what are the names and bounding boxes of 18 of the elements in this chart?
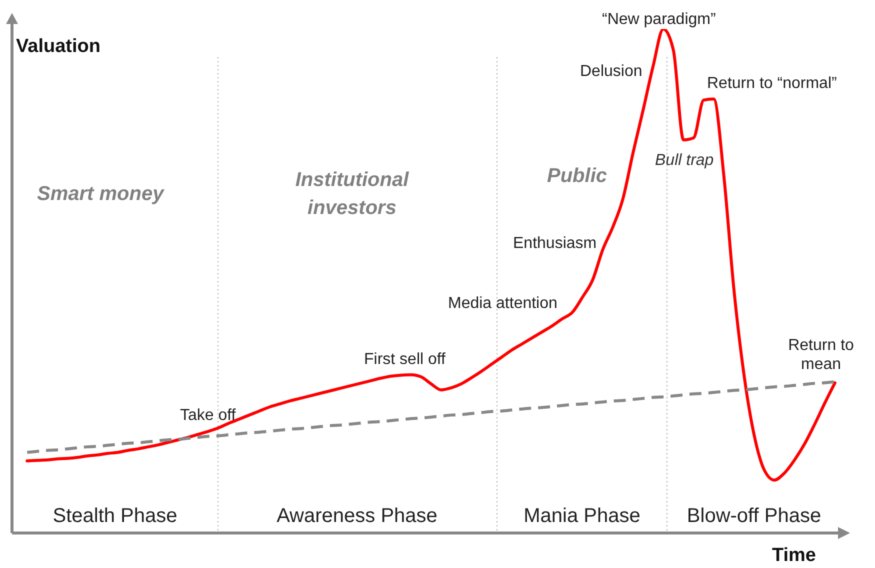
annotation: Smart money xyxy=(37,183,165,205)
annotation: Delusion xyxy=(580,63,642,80)
annotation: Take off xyxy=(180,407,236,424)
annotation: Return to mean xyxy=(788,337,854,373)
x-axis-title: Time xyxy=(772,545,816,566)
annotation: Mania Phase xyxy=(524,505,640,527)
annotation: Stealth Phase xyxy=(52,505,178,527)
annotation: Awareness Phase xyxy=(276,505,438,527)
annotation: Enthusiasm xyxy=(513,235,597,252)
annotation: First sell off xyxy=(364,351,446,368)
y-axis-title: Valuation xyxy=(16,36,100,57)
text: “New paradigm” xyxy=(602,11,716,28)
annotation: Return to “normal” xyxy=(707,75,837,92)
annotation: Bull trap xyxy=(655,152,714,169)
annotation: Institutional investors xyxy=(295,169,410,219)
annotation: Public xyxy=(547,165,608,187)
annotation: Media attention xyxy=(448,295,558,312)
annotation: Blow-off Phase xyxy=(686,505,822,527)
